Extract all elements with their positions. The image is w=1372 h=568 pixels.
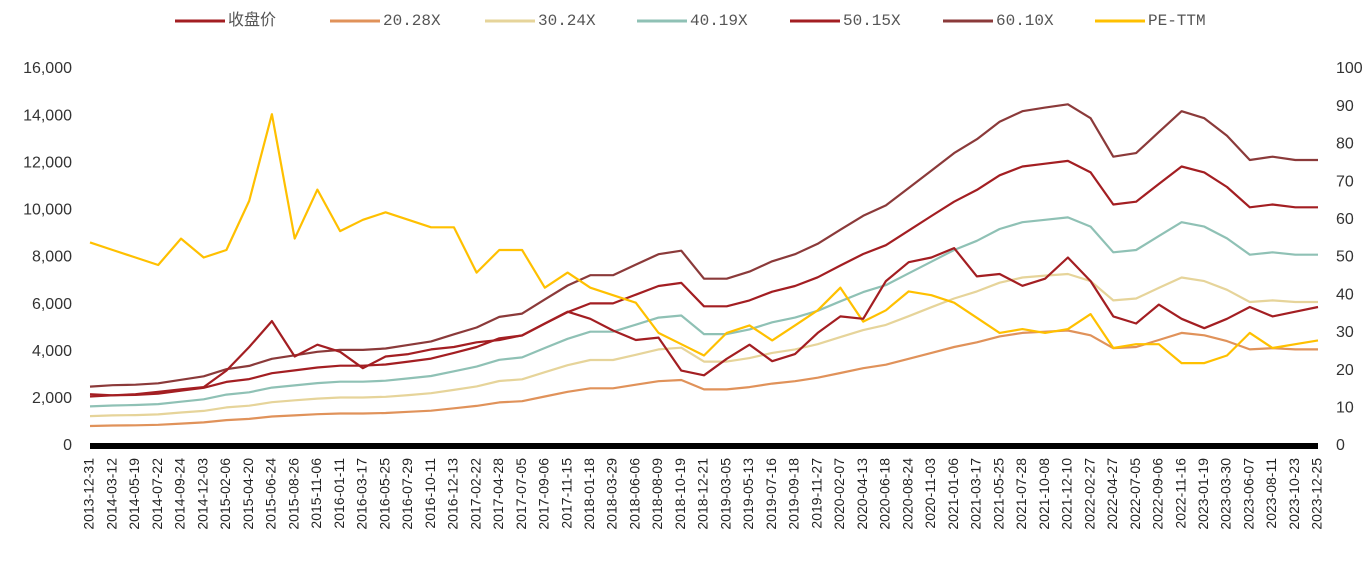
x-tick-label: 2015-08-26	[285, 458, 301, 530]
x-tick-label: 2017-04-28	[490, 458, 506, 530]
x-tick-label: 2015-04-20	[240, 458, 256, 530]
x-tick-label: 2022-02-27	[1081, 458, 1097, 530]
y-tick-label: 8,000	[32, 249, 72, 266]
y-tick-label: 4,000	[32, 343, 72, 360]
y2-tick-label: 60	[1336, 211, 1354, 228]
x-tick-label: 2014-03-12	[103, 458, 119, 530]
x-tick-label: 2019-07-16	[763, 458, 779, 530]
x-tick-label: 2021-10-08	[1036, 458, 1052, 530]
x-tick-label: 2015-06-24	[263, 458, 279, 530]
x-tick-label: 2016-01-11	[331, 458, 347, 529]
x-tick-label: 2022-04-27	[1104, 458, 1120, 530]
x-tick-label: 2014-07-22	[149, 458, 165, 530]
x-tick-label: 2023-10-23	[1286, 458, 1302, 530]
x-tick-label: 2020-02-07	[831, 458, 847, 530]
x-tick-label: 2021-05-25	[990, 458, 1006, 530]
x-tick-label: 2020-06-18	[877, 458, 893, 530]
x-tick-label: 2021-12-10	[1059, 458, 1075, 530]
x-tick-label: 2023-03-30	[1218, 458, 1234, 530]
x-tick-label: 2017-07-05	[513, 458, 529, 530]
x-tick-label: 2016-07-29	[399, 458, 415, 530]
x-tick-label: 2022-11-16	[1172, 458, 1188, 529]
series-line	[89, 272, 1318, 418]
x-tick-label: 2015-11-06	[308, 458, 324, 529]
x-tick-label: 2018-01-18	[581, 458, 597, 530]
series-line	[89, 159, 1318, 398]
y-tick-label: 6,000	[32, 296, 72, 313]
x-tick-label: 2023-06-07	[1240, 458, 1256, 530]
y2-tick-label: 100	[1336, 60, 1363, 77]
x-tick-label: 2018-10-19	[672, 458, 688, 530]
x-tick-label: 2021-01-06	[945, 458, 961, 530]
legend-label: 30.24X	[538, 12, 596, 30]
x-tick-label: 2018-03-29	[604, 458, 620, 530]
y2-tick-label: 40	[1336, 286, 1354, 303]
x-tick-label: 2019-05-13	[740, 458, 756, 530]
x-tick-label: 2018-06-06	[626, 458, 642, 530]
series-line	[89, 216, 1318, 408]
y2-tick-label: 0	[1336, 437, 1345, 454]
legend-label: 20.28X	[383, 12, 441, 30]
x-tick-label: 2017-11-15	[558, 458, 574, 529]
x-tick-label: 2020-04-13	[854, 458, 870, 530]
x-tick-label: 2023-01-19	[1195, 458, 1211, 530]
y-tick-label: 14,000	[23, 107, 72, 124]
x-tick-label: 2021-03-17	[968, 458, 984, 530]
x-tick-label: 2021-07-28	[1013, 458, 1029, 530]
x-tick-label: 2023-12-25	[1309, 458, 1325, 530]
legend-label: 60.10X	[996, 12, 1054, 30]
y2-tick-label: 30	[1336, 324, 1354, 341]
x-tick-label: 2023-08-11	[1263, 458, 1279, 529]
x-tick-label: 2020-11-03	[922, 458, 938, 529]
y-tick-label: 12,000	[23, 154, 72, 171]
x-tick-label: 2017-02-22	[467, 458, 483, 530]
y2-tick-label: 90	[1336, 98, 1354, 115]
y-tick-label: 16,000	[23, 60, 72, 77]
legend-label: 收盘价	[228, 10, 276, 30]
legend-label: 40.19X	[690, 12, 748, 30]
y-tick-label: 2,000	[32, 390, 72, 407]
x-tick-label: 2014-12-03	[194, 458, 210, 530]
y2-tick-label: 70	[1336, 173, 1354, 190]
y2-tick-label: 50	[1336, 249, 1354, 266]
series-line	[89, 113, 1319, 365]
x-tick-label: 2019-03-05	[717, 458, 733, 530]
x-tick-label: 2022-09-06	[1150, 458, 1166, 530]
x-tick-label: 2016-10-11	[422, 458, 438, 529]
x-tick-label: 2013-12-31	[81, 458, 97, 530]
x-tick-label: 2015-02-06	[217, 458, 233, 530]
x-tick-label: 2018-12-21	[695, 458, 711, 530]
y2-tick-label: 10	[1336, 400, 1354, 417]
y-tick-label: 10,000	[23, 202, 72, 219]
x-tick-label: 2019-11-27	[808, 458, 824, 529]
y2-tick-label: 20	[1336, 362, 1354, 379]
x-tick-label: 2016-05-25	[376, 458, 392, 530]
legend-label: PE-TTM	[1148, 12, 1206, 30]
x-tick-label: 2014-05-19	[126, 458, 142, 530]
x-tick-label: 2016-03-17	[354, 458, 370, 530]
x-tick-label: 2014-09-24	[172, 458, 188, 530]
x-tick-label: 2020-08-24	[899, 458, 915, 530]
x-tick-label: 2017-09-06	[536, 458, 552, 530]
y-tick-label: 0	[63, 437, 72, 454]
x-tick-label: 2022-07-05	[1127, 458, 1143, 530]
legend-label: 50.15X	[843, 12, 901, 30]
series-line	[89, 247, 1319, 397]
x-tick-label: 2018-08-09	[649, 458, 665, 530]
x-tick-label: 2019-09-18	[786, 458, 802, 530]
y2-tick-label: 80	[1336, 136, 1354, 153]
x-tick-label: 2016-12-13	[445, 458, 461, 530]
